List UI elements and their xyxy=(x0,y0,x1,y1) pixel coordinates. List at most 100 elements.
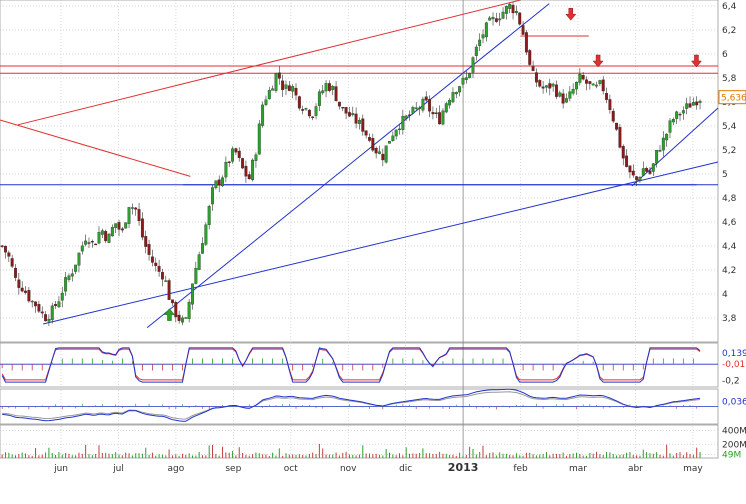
candle-body xyxy=(448,99,452,106)
candle-body xyxy=(160,272,164,280)
candle-body xyxy=(534,72,538,83)
candle-body xyxy=(147,244,151,255)
candle-body xyxy=(60,292,64,301)
candle-body xyxy=(307,109,311,117)
candle-body xyxy=(368,137,371,141)
candle-body xyxy=(454,91,458,95)
candle-body xyxy=(374,148,378,154)
candle-body xyxy=(150,256,154,263)
arrow-up-icon xyxy=(163,308,175,321)
candle-body xyxy=(628,165,632,173)
y-tick-label: 4,2 xyxy=(722,266,736,276)
candle-body xyxy=(207,206,211,225)
candle-body xyxy=(428,99,432,112)
candle-body xyxy=(555,84,558,97)
candle-body xyxy=(301,109,305,111)
arrow-down-icon xyxy=(592,54,604,68)
candle-body xyxy=(468,72,472,78)
candle-body xyxy=(211,187,214,205)
candle-body xyxy=(284,84,288,89)
candle-body xyxy=(434,112,438,115)
candle-body xyxy=(114,223,118,228)
candle-body xyxy=(321,90,325,94)
x-tick-label: may xyxy=(683,464,703,474)
panel-frame xyxy=(0,424,719,459)
candle-body xyxy=(77,252,81,266)
candle-body xyxy=(464,77,468,80)
candle-body xyxy=(271,88,275,91)
candle-body xyxy=(47,318,51,322)
x-tick-label: nov xyxy=(340,464,357,474)
candle-body xyxy=(351,113,355,116)
candle-body xyxy=(514,10,518,14)
candle-body xyxy=(124,222,128,229)
candle-body xyxy=(625,155,629,167)
arrow-down-icon xyxy=(690,54,702,68)
candle-body xyxy=(488,17,492,21)
candle-body xyxy=(214,180,218,189)
candle-body xyxy=(398,128,401,131)
volume-tick-label: 49M xyxy=(722,451,741,461)
candle-body xyxy=(254,154,258,161)
candle-body xyxy=(691,102,695,106)
candle-body xyxy=(641,168,645,176)
candle-body xyxy=(291,86,295,92)
candle-body xyxy=(504,6,508,14)
candle-body xyxy=(538,80,542,87)
candle-body xyxy=(241,158,245,169)
candle-body xyxy=(361,118,365,132)
candle-body xyxy=(665,133,669,141)
candle-body xyxy=(174,302,178,318)
candle-body xyxy=(391,135,395,142)
candle-body xyxy=(648,170,652,174)
candle-body xyxy=(37,304,41,312)
candle-body xyxy=(431,112,435,115)
candle-body xyxy=(524,32,528,53)
candle-body xyxy=(197,254,201,270)
candle-body xyxy=(34,301,37,307)
candle-body xyxy=(414,107,418,109)
oscillator-1-main-line xyxy=(1,347,701,383)
candle-body xyxy=(90,241,94,243)
candle-body xyxy=(458,86,462,93)
candle-body xyxy=(64,277,68,292)
y-tick-label: 4,8 xyxy=(722,194,737,204)
trendline xyxy=(42,161,719,325)
candle-body xyxy=(191,283,194,305)
candle-body xyxy=(541,86,545,89)
candle-body xyxy=(50,305,54,321)
candle-body xyxy=(294,87,298,96)
candle-body xyxy=(358,119,361,124)
candle-body xyxy=(327,83,331,91)
candle-body xyxy=(484,22,488,38)
x-tick-label: 2013 xyxy=(448,461,479,474)
candle-body xyxy=(635,176,639,180)
candle-body xyxy=(257,123,261,155)
candle-body xyxy=(438,112,442,125)
candle-body xyxy=(4,245,7,253)
candle-body xyxy=(551,83,555,87)
candle-body xyxy=(264,99,268,105)
candle-body xyxy=(317,91,321,106)
candle-body xyxy=(30,300,34,303)
candle-body xyxy=(84,240,88,245)
candle-body xyxy=(591,83,595,86)
candle-body xyxy=(227,161,231,163)
candle-body xyxy=(565,98,568,103)
candle-body xyxy=(601,79,605,92)
candle-body xyxy=(347,112,351,117)
last-price-box xyxy=(718,90,746,105)
candle-body xyxy=(154,262,158,266)
candle-body xyxy=(67,275,71,280)
candle-body xyxy=(287,85,291,91)
candle-body xyxy=(144,236,148,247)
candle-body xyxy=(615,122,619,130)
candle-body xyxy=(27,290,31,302)
candle-body xyxy=(668,120,672,133)
candle-body xyxy=(0,245,4,247)
candle-body xyxy=(181,317,184,323)
candle-body xyxy=(110,227,114,237)
candle-body xyxy=(548,83,552,89)
